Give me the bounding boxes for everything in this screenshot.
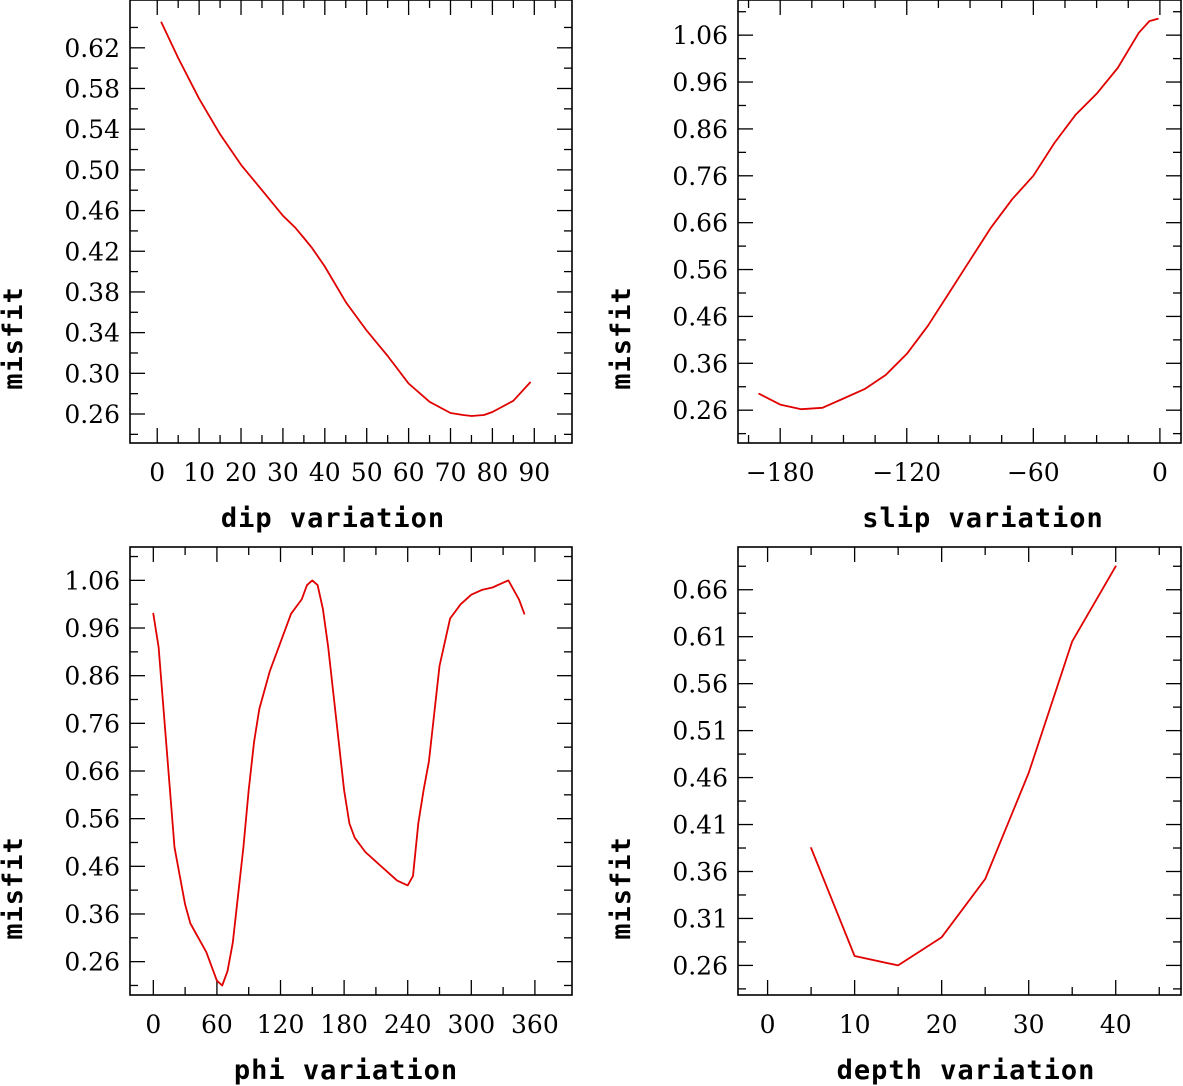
panel-4-xtick-label: 30 [1013,1010,1045,1039]
panel-4-xtick-label: 20 [926,1010,958,1039]
panel-4-ytick-label: 0.46 [672,764,728,793]
panel-3-ytick-label: 0.36 [64,900,120,929]
panel-3-ylabel: misfit [0,836,29,940]
panel-3-ytick-label: 0.96 [64,614,120,643]
panel-4-misfit-line [810,565,1117,967]
panel-2-xlabel: slip variation [862,503,1104,534]
panel-3-ytick-label: 0.46 [64,852,120,881]
panel-3-xtick-label: 120 [257,1010,305,1039]
panel-1-ytick-label: 0.26 [64,400,120,429]
panel-2-ytick-label: 0.86 [672,115,728,144]
panel-4-ytick-label: 0.66 [672,576,728,605]
panel-4-xtick-label: 0 [760,1010,776,1039]
panel-3-xtick-label: 360 [511,1010,559,1039]
panel-2-xtick-label: −60 [1007,458,1060,487]
panel-1: 0 10 20 30 40 50 60 70 80 90 0.26 0.30 0.34 0.38 0.42 0… [0,0,573,534]
panel-4-xtick-label: 10 [839,1010,871,1039]
panel-3-ytick-label: 0.76 [64,709,120,738]
panel-3-xtick-label: 180 [320,1010,368,1039]
panel-3-xtick-label: 300 [447,1010,495,1039]
panel-3-xtick-label: 240 [384,1010,432,1039]
panel-1-xtick-label: 0 [149,458,165,487]
panel-4-frame [737,546,1182,996]
panel-3: 0 60 120 180 240 300 360 0.26 0.36 0.46 0.56 0.66 0.… [0,546,573,1086]
panel-2-ylabel: misfit [606,286,637,390]
panel-1-ylabel: misfit [0,286,29,390]
panel-3-ytick-label: 0.26 [64,948,120,977]
panel-1-ytick-label: 0.30 [64,359,120,388]
panel-1-ytick-label: 0.46 [64,197,120,226]
panel-4-xtick-label: 40 [1100,1010,1132,1039]
panel-1-ytick-label: 0.62 [64,34,120,63]
panel-3-ytick-label: 0.66 [64,757,120,786]
panel-4-xlabel: depth variation [837,1055,1096,1086]
panel-4-ytick-label: 0.31 [672,904,728,933]
panel-1-xtick-label: 10 [183,458,215,487]
panel-1-xtick-label: 20 [225,458,257,487]
panel-2-ytick-label: 0.36 [672,349,728,378]
panel-4-ytick-label: 0.41 [672,811,728,840]
panel-4-ylabel: misfit [606,836,637,940]
panel-1-ytick-label: 0.38 [64,278,120,307]
panel-2-frame [737,0,1182,444]
panel-1-xtick-label: 60 [393,458,425,487]
panel-3-xtick-label: 0 [145,1010,161,1039]
panel-1-ytick-label: 0.42 [64,237,120,266]
panel-2-ytick-label: 0.76 [672,162,728,191]
panel-1-xtick-label: 70 [435,458,467,487]
panel-1-xtick-label: 90 [518,458,550,487]
panel-2-xtick-label: −180 [746,458,815,487]
panel-1-xtick-label: 30 [267,458,299,487]
panel-1-xtick-label: 80 [476,458,508,487]
panel-1-ytick-label: 0.50 [64,156,120,185]
panel-2-ytick-label: 0.56 [672,256,728,285]
panel-2: −180 −120 −60 0 0.26 0.36 0.46 0.56 0.66 0.76 0.86… [606,0,1182,534]
panel-2-ytick-label: 0.66 [672,209,728,238]
panel-3-ytick-label: 0.56 [64,805,120,834]
panel-2-ytick-label: 1.06 [672,21,728,50]
panel-1-xtick-label: 40 [309,458,341,487]
panel-2-ytick-label: 0.96 [672,68,728,97]
panel-2-ytick-label: 0.46 [672,302,728,331]
panel-1-frame [129,0,573,444]
panel-4-ytick-label: 0.26 [672,951,728,980]
panel-3-frame [129,546,573,996]
panel-3-xtick-label: 60 [201,1010,233,1039]
panel-4-ytick-label: 0.36 [672,857,728,886]
panel-2-xtick-label: −120 [872,458,941,487]
panel-1-ytick-label: 0.54 [64,115,120,144]
panel-1-ytick-label: 0.34 [64,319,120,348]
panel-1-misfit-line [160,21,531,417]
panel-2-ytick-label: 0.26 [672,396,728,425]
panel-2-misfit-line [758,17,1159,411]
panel-1-xlabel: dip variation [221,503,445,534]
panel-2-xtick-label: 0 [1152,458,1168,487]
panel-4-ytick-label: 0.51 [672,717,728,746]
panel-4-ytick-label: 0.56 [672,670,728,699]
panel-3-xlabel: phi variation [234,1055,458,1086]
panel-4: 0 10 20 30 40 0.26 0.31 0.36 0.41 0.46 0.51 0.56 0.6… [606,546,1182,1086]
panel-3-ytick-label: 1.06 [64,566,120,595]
panel-3-misfit-line [152,579,526,987]
panel-1-xtick-label: 50 [351,458,383,487]
panel-1-ytick-label: 0.58 [64,74,120,103]
panel-4-ytick-label: 0.61 [672,623,728,652]
panel-3-ytick-label: 0.86 [64,662,120,691]
